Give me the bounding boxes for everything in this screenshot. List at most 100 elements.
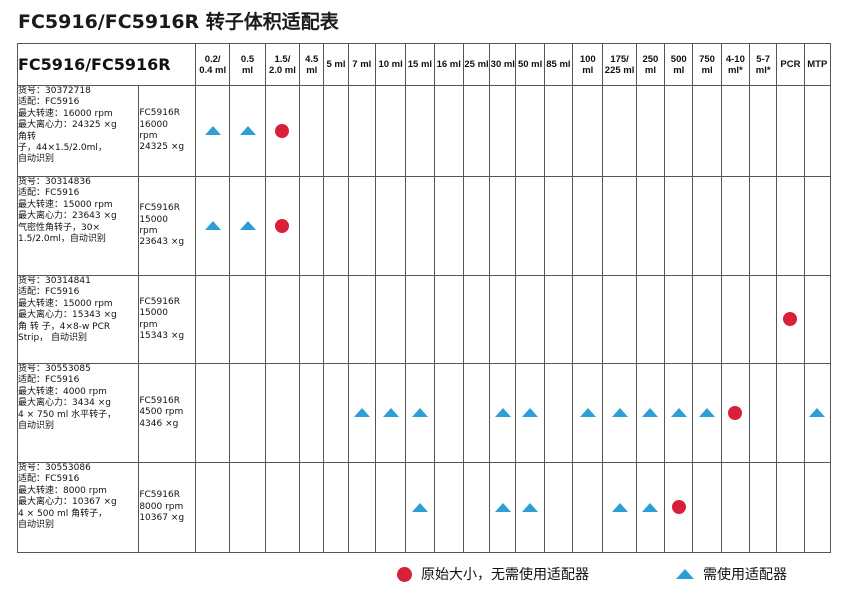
volume-header-line: 7 ml xyxy=(352,59,372,70)
compat-cell xyxy=(692,363,722,463)
compat-cell xyxy=(664,85,694,177)
volume-header: 25 ml xyxy=(462,43,491,86)
rotor-info-line: 适配：FC5916 xyxy=(18,188,80,199)
compat-cell xyxy=(803,462,832,553)
volume-header: 175/225 ml xyxy=(602,43,637,86)
compat-cell xyxy=(264,85,301,177)
rotor-info-line: 适配：FC5916 xyxy=(18,97,80,108)
model-spec-cell: FC5916R 8000 rpm 10367 ×g xyxy=(138,462,196,553)
model-spec-line: 10367 ×g xyxy=(139,513,185,524)
volume-header-line: 0.5 xyxy=(240,53,255,65)
compat-cell xyxy=(374,462,407,553)
volume-header-line: 4.5 xyxy=(305,53,319,65)
volume-header-line: 5-7 xyxy=(756,53,771,65)
compat-cell xyxy=(433,85,464,177)
volume-header-line: ml xyxy=(306,64,318,76)
compat-cell xyxy=(664,462,694,553)
model-spec-line: rpm xyxy=(139,131,158,141)
rotor-info-line: 最大转速：4000 rpm xyxy=(18,386,107,397)
volume-header-line: 10 ml xyxy=(378,59,403,70)
model-spec-cell: FC5916R 4500 rpm 4346 ×g xyxy=(138,363,196,463)
volume-header: 250 ml xyxy=(635,43,666,86)
compat-cell xyxy=(347,462,376,553)
compat-cell xyxy=(323,363,349,463)
volume-header-line: ml* xyxy=(755,64,771,76)
rotor-info-line: 自动识别 xyxy=(18,154,55,165)
compat-cell xyxy=(299,462,325,553)
volume-header: 100 ml xyxy=(572,43,604,86)
rotor-info-line: 最大转速：8000 rpm xyxy=(18,485,107,496)
volume-header: 5-7 ml* xyxy=(749,43,778,86)
table-row: 货号：30314841 适配：FC5916 最大转速：15000 rpm 最大离心力：… xyxy=(16,275,832,364)
blue-triangle-icon xyxy=(522,408,539,418)
volume-header: 85 ml xyxy=(543,43,574,86)
compat-cell xyxy=(776,275,805,364)
rotor-info-line: 角 转 子，4×8-w PCR xyxy=(18,321,111,332)
table-row: 货号：30372718 适配：FC5916 最大转速：16000 rpm 最大离心力：… xyxy=(16,85,832,177)
blue-triangle-icon xyxy=(494,502,511,512)
compat-cell xyxy=(572,85,604,177)
volume-header-line: 175/ xyxy=(610,53,629,65)
table-header-label: FC5916/FC5916R xyxy=(17,43,196,86)
model-spec-line: FC5916R xyxy=(139,108,180,119)
compat-cell xyxy=(374,363,407,463)
table-body: 货号：30372718 适配：FC5916 最大转速：16000 rpm 最大离心力：… xyxy=(16,85,832,553)
compat-cell xyxy=(664,363,694,463)
rotor-info-line: 货号：30553085 xyxy=(18,364,91,375)
rotor-info-line: 最大转速：15000 rpm xyxy=(18,298,113,309)
rotor-info-line: 货号：30553086 xyxy=(18,463,91,474)
compat-cell xyxy=(489,363,517,463)
compat-cell xyxy=(347,275,376,364)
model-spec-line: 24325 ×g xyxy=(139,142,185,153)
compat-cell xyxy=(264,176,301,276)
compat-cell xyxy=(776,363,805,463)
compat-cell xyxy=(299,275,325,364)
volume-header-line: 16 ml xyxy=(436,59,461,70)
compat-cell xyxy=(664,275,694,364)
volume-header: 4-10 ml* xyxy=(720,43,751,86)
compat-cell xyxy=(323,176,349,276)
compat-cell xyxy=(543,85,574,177)
rotor-info-cell: 货号：30553086 适配：FC5916 最大转速：8000 rpm 最大离心力：1… xyxy=(16,462,140,553)
compat-cell xyxy=(635,462,666,553)
model-spec-line: 4346 ×g xyxy=(139,418,179,429)
rotor-info-line: 适配：FC5916 xyxy=(18,287,80,298)
volume-header-line: 2.0 ml xyxy=(268,64,296,76)
compat-cell xyxy=(572,176,604,276)
compat-cell xyxy=(602,363,637,463)
volume-header-line: ml xyxy=(701,64,713,76)
compat-cell xyxy=(749,275,778,364)
volume-header-line: ml* xyxy=(727,64,743,76)
volume-header: MTP xyxy=(803,43,832,86)
compat-cell xyxy=(602,275,637,364)
compat-cell xyxy=(720,363,751,463)
rotor-info-line: 货号：30314841 xyxy=(18,276,91,287)
compat-cell xyxy=(194,363,231,463)
rotor-info-cell: 货号：30314836 适配：FC5916 最大转速：15000 rpm 最大离心力：… xyxy=(16,176,140,276)
compat-cell xyxy=(229,462,266,553)
compat-cell xyxy=(229,275,266,364)
rotor-info-cell: 货号：30553085 适配：FC5916 最大转速：4000 rpm 最大离心力：3… xyxy=(16,363,140,463)
rotor-info-line: 自动识别 xyxy=(18,520,55,531)
compat-cell xyxy=(749,462,778,553)
volume-header-line: 750 xyxy=(699,53,715,65)
rotor-info-line: Strip， 自动识别 xyxy=(18,333,88,344)
compat-cell xyxy=(405,176,435,276)
compat-cell xyxy=(462,363,491,463)
compat-cell xyxy=(692,85,722,177)
volume-header-line: ml xyxy=(241,64,254,76)
rotor-info-line: 最大离心力：24325 ×g xyxy=(18,120,117,131)
compat-cell xyxy=(229,176,266,276)
rotor-info-line: 适配：FC5916 xyxy=(18,375,80,386)
compat-cell xyxy=(405,275,435,364)
compat-cell xyxy=(664,176,694,276)
compat-cell xyxy=(299,363,325,463)
rotor-info-line: 最大离心力：10367 ×g xyxy=(18,497,117,508)
model-spec-line: 23643 ×g xyxy=(139,237,185,248)
model-spec-line: 16000 xyxy=(139,119,168,130)
compat-cell xyxy=(462,85,491,177)
compat-cell xyxy=(543,275,574,364)
compat-cell xyxy=(803,85,832,177)
legend-triangle: 需使用适配器 xyxy=(676,564,787,584)
compat-cell xyxy=(462,176,491,276)
